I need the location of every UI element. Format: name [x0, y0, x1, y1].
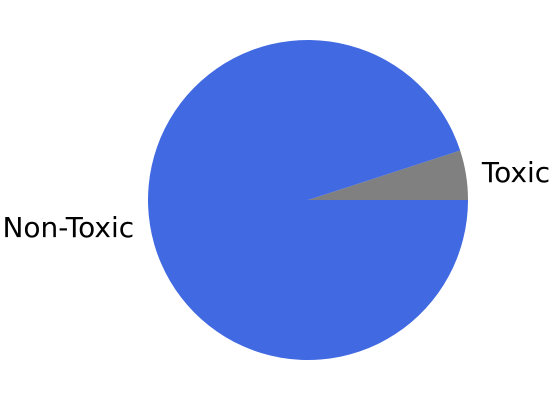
- pie-slice-non-toxic: [148, 40, 468, 361]
- pie-labels: Toxic Non-Toxic: [2, 156, 550, 244]
- pie-label-toxic: Toxic: [481, 156, 550, 189]
- pie-slice-toxic: [308, 150, 468, 200]
- pie-slices: [148, 40, 468, 361]
- pie-label-non-toxic: Non-Toxic: [2, 211, 134, 244]
